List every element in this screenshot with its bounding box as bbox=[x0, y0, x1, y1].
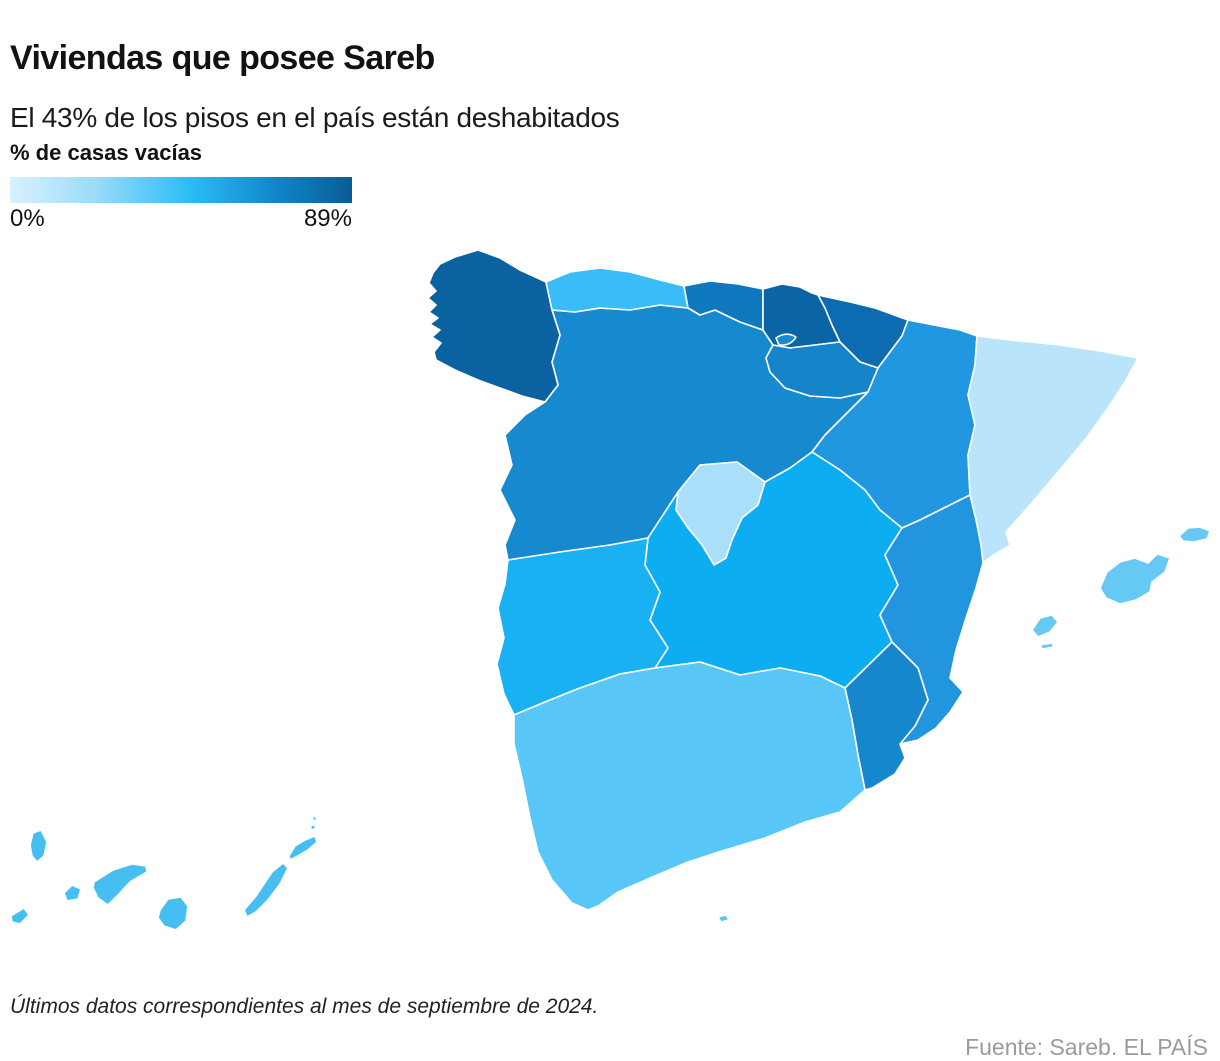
region-cataluna[interactable] bbox=[967, 335, 1139, 564]
region-asturias[interactable] bbox=[545, 267, 689, 313]
region-baleares-ibiza[interactable] bbox=[1031, 614, 1059, 638]
legend-min-label: 0% bbox=[10, 205, 45, 232]
region-canarias-islote-norte-2[interactable] bbox=[311, 815, 318, 822]
region-canarias-fuerteventura[interactable] bbox=[243, 862, 289, 918]
page-subtitle: El 43% de los pisos en el país están des… bbox=[10, 102, 620, 133]
region-valencia[interactable] bbox=[879, 494, 984, 745]
region-baleares-mallorca[interactable] bbox=[1099, 553, 1171, 605]
legend-gradient-bar bbox=[10, 177, 352, 203]
source-brand: . EL PAÍS bbox=[1110, 1034, 1208, 1060]
page-title: Viviendas que posee Sareb bbox=[10, 38, 435, 77]
region-baleares-formentera[interactable] bbox=[1039, 642, 1055, 650]
legend-title: % de casas vacías bbox=[10, 140, 203, 165]
region-canarias-islote-norte[interactable] bbox=[309, 823, 317, 831]
region-canarias-tenerife[interactable] bbox=[92, 863, 148, 906]
region-andalucia[interactable] bbox=[513, 661, 866, 911]
region-ceuta[interactable] bbox=[717, 914, 730, 923]
footnote: Últimos datos correspondientes al mes de… bbox=[10, 995, 599, 1018]
legend-max-label: 89% bbox=[303, 205, 352, 232]
region-canarias-la-gomera[interactable] bbox=[63, 884, 82, 902]
region-canarias-la-palma[interactable] bbox=[29, 829, 48, 863]
region-canarias-el-hierro[interactable] bbox=[10, 907, 30, 925]
region-baleares-menorca[interactable] bbox=[1178, 526, 1211, 543]
region-canarias-gran-canaria[interactable] bbox=[157, 896, 189, 931]
legend-labels: 0% 89% bbox=[10, 205, 352, 233]
region-galicia[interactable] bbox=[427, 249, 561, 403]
region-cantabria[interactable] bbox=[683, 280, 764, 331]
region-canarias-lanzarote[interactable] bbox=[288, 835, 318, 861]
source-link[interactable]: Fuente: Sareb bbox=[965, 1034, 1111, 1060]
source-line: Fuente: Sareb. EL PAÍS bbox=[965, 1034, 1208, 1061]
region-trevino-enclave[interactable] bbox=[775, 333, 797, 346]
